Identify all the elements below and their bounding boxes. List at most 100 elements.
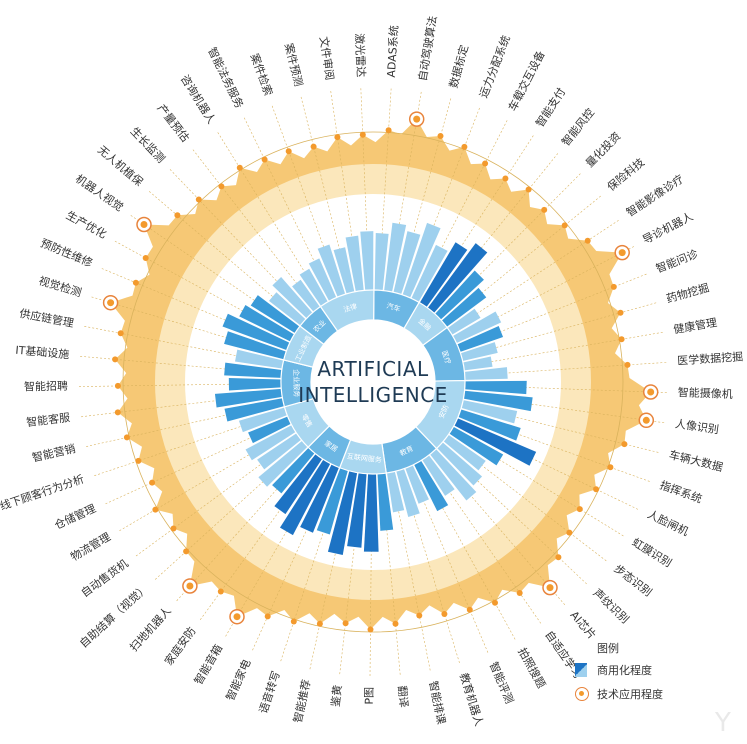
- application-label: 智能问诊: [654, 246, 700, 275]
- leader-line: [436, 473, 542, 625]
- application-label: 运力分配系统: [477, 34, 513, 100]
- tech-dot: [593, 486, 600, 493]
- tech-dot: [555, 554, 562, 561]
- dot-swatch-icon: [575, 687, 589, 701]
- commercial-bar: [299, 268, 328, 307]
- leader-lines: [77, 87, 668, 678]
- commercial-bar: [228, 377, 282, 391]
- commercial-bar: [463, 390, 533, 412]
- commercial-bar: [457, 325, 504, 352]
- commercial-bar: [437, 442, 483, 486]
- application-label: 智能支付: [533, 85, 569, 130]
- leader-line: [477, 273, 648, 342]
- leader-line: [459, 195, 602, 312]
- tech-dot: [261, 156, 268, 163]
- tech-dot: [617, 309, 624, 316]
- commercial-bar: [214, 388, 283, 408]
- application-label: 健康管理: [672, 315, 718, 336]
- application-label: 智能音箱: [191, 642, 225, 687]
- application-label: 智能招聘: [24, 379, 68, 394]
- commercial-bar: [377, 473, 394, 531]
- leader-line: [484, 385, 668, 393]
- leader-line: [80, 394, 262, 418]
- tech-dot: [642, 416, 650, 424]
- application-label: 扫地机器人: [127, 604, 174, 654]
- commercial-bar: [452, 311, 502, 344]
- tech-dot: [117, 330, 124, 337]
- commercial-bar: [464, 380, 527, 395]
- leader-line: [473, 430, 640, 511]
- tech-dot: [342, 620, 349, 627]
- application-label: 车载交互设备: [505, 48, 548, 113]
- leader-line: [416, 484, 489, 654]
- tech-dot: [152, 506, 159, 513]
- sector-label: 医疗: [440, 349, 453, 365]
- tech-dot: [334, 134, 341, 141]
- application-label: 虹膜识别: [630, 536, 674, 570]
- legend-title: 图例: [597, 642, 619, 655]
- tech-dot: [114, 382, 121, 389]
- tech-dot: [310, 143, 317, 150]
- leader-line: [129, 214, 281, 319]
- application-label: 量化投资: [582, 129, 623, 170]
- application-label: 数据标定: [446, 43, 471, 89]
- application-label: 语音转写: [256, 669, 283, 715]
- leader-line: [79, 355, 262, 373]
- commercial-bar: [429, 449, 477, 501]
- commercial-bar: [393, 231, 421, 295]
- application-label: 智能家电: [223, 657, 254, 703]
- application-label: 仓储管理: [52, 501, 98, 532]
- application-label: 咨询机器人: [178, 72, 219, 126]
- tech-dot: [285, 148, 292, 155]
- commercial-bar: [258, 440, 308, 487]
- leader-line: [330, 90, 358, 272]
- tech-dot: [584, 237, 591, 244]
- tech-dot: [107, 299, 115, 307]
- commercial-bar: [386, 471, 405, 513]
- bar-swatch-icon: [575, 663, 587, 677]
- commercial-bar: [374, 233, 389, 291]
- application-label: ADAS系统: [385, 25, 401, 78]
- tech-dot: [290, 618, 297, 625]
- tech-dot: [123, 434, 130, 441]
- leader-line: [100, 267, 270, 339]
- legend-commercial: 商用化程度: [575, 662, 652, 678]
- application-label: 指挥系统: [658, 478, 704, 506]
- ref-circle: [122, 131, 624, 633]
- leader-line: [402, 97, 452, 275]
- sector-label: 企业服务: [292, 369, 301, 397]
- application-label: 预防性维修: [39, 236, 95, 270]
- leader-line: [93, 417, 267, 477]
- leader-line: [472, 245, 635, 331]
- tech-dot: [576, 506, 583, 513]
- tech-dot: [316, 620, 323, 627]
- tech-dot: [149, 479, 156, 486]
- leader-line: [451, 172, 582, 303]
- application-label: 智能评测: [487, 660, 517, 706]
- application-label: 智能风控: [558, 106, 597, 149]
- tech-dot: [132, 279, 139, 286]
- commercial-bar: [235, 349, 284, 369]
- tech-dot: [114, 409, 121, 416]
- commercial-bar: [405, 465, 429, 504]
- tech-dot: [437, 133, 444, 139]
- application-label: 案件预测: [282, 42, 306, 88]
- application-label: AI芯片: [567, 608, 599, 642]
- application-label: 机器人视觉: [73, 171, 126, 214]
- tech-dot: [621, 441, 628, 448]
- leader-line: [379, 87, 392, 271]
- commercial-bar: [224, 398, 285, 422]
- application-label: 物流管理: [68, 529, 113, 563]
- application-label: 智能排课: [426, 680, 448, 726]
- commercial-bar: [461, 400, 518, 424]
- leader-line: [192, 148, 305, 294]
- tech-dot: [607, 464, 614, 471]
- application-label: 家庭安防: [161, 624, 198, 668]
- commercial-bars: [214, 222, 537, 555]
- commercial-bar: [257, 433, 302, 470]
- leader-line: [405, 488, 461, 664]
- tech-dot: [647, 388, 655, 396]
- legend-commercial-label: 商用化程度: [597, 664, 652, 677]
- tech-dot: [218, 183, 225, 190]
